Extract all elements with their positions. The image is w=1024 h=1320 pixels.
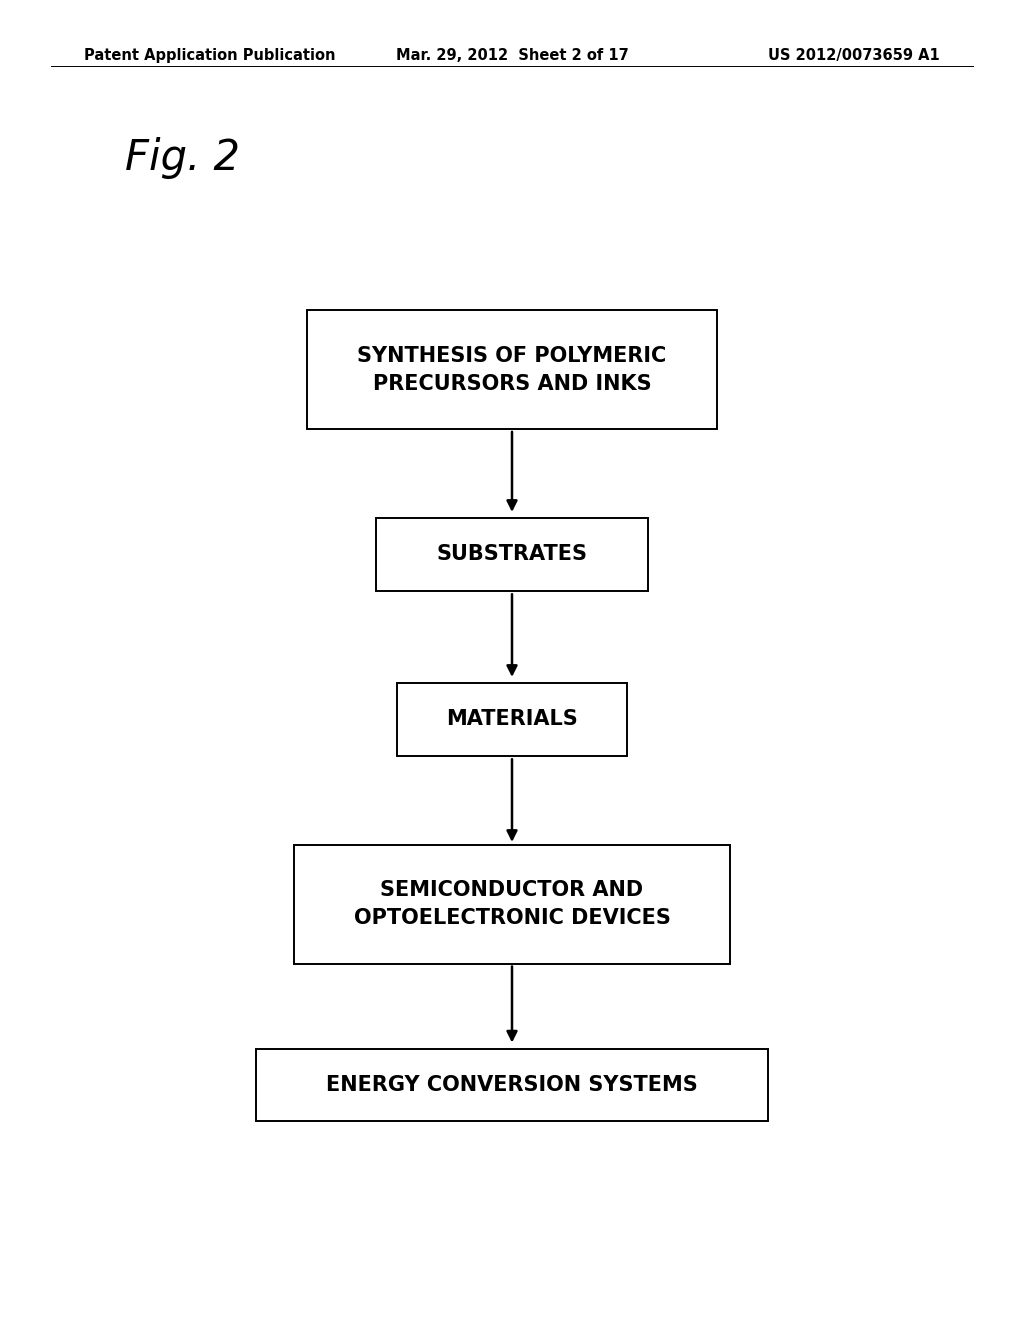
FancyBboxPatch shape	[256, 1048, 768, 1122]
Text: ENERGY CONVERSION SYSTEMS: ENERGY CONVERSION SYSTEMS	[326, 1074, 698, 1096]
FancyBboxPatch shape	[295, 845, 729, 964]
Text: SYNTHESIS OF POLYMERIC
PRECURSORS AND INKS: SYNTHESIS OF POLYMERIC PRECURSORS AND IN…	[357, 346, 667, 393]
Text: US 2012/0073659 A1: US 2012/0073659 A1	[768, 48, 940, 62]
Text: MATERIALS: MATERIALS	[446, 709, 578, 730]
Text: SUBSTRATES: SUBSTRATES	[436, 544, 588, 565]
Text: Patent Application Publication: Patent Application Publication	[84, 48, 336, 62]
FancyBboxPatch shape	[397, 684, 627, 755]
FancyBboxPatch shape	[377, 517, 648, 591]
Text: Fig. 2: Fig. 2	[125, 137, 240, 180]
Text: Mar. 29, 2012  Sheet 2 of 17: Mar. 29, 2012 Sheet 2 of 17	[395, 48, 629, 62]
Text: SEMICONDUCTOR AND
OPTOELECTRONIC DEVICES: SEMICONDUCTOR AND OPTOELECTRONIC DEVICES	[353, 880, 671, 928]
FancyBboxPatch shape	[307, 310, 717, 429]
